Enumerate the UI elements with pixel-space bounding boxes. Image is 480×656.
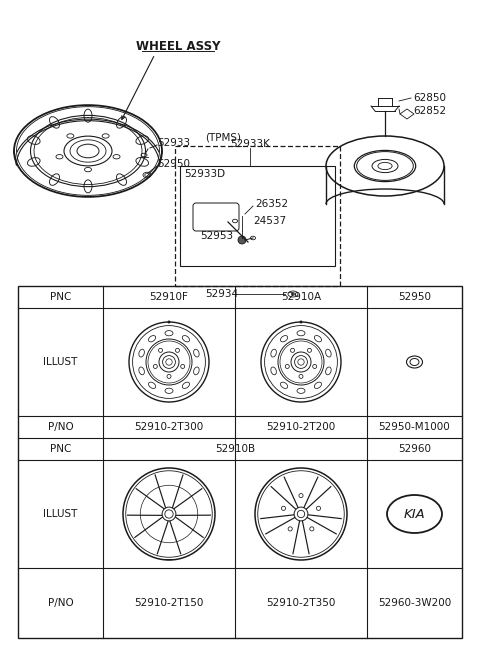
Text: 52933K: 52933K <box>230 139 270 149</box>
Text: 62852: 62852 <box>413 106 446 116</box>
Text: 52934: 52934 <box>205 289 238 299</box>
Text: WHEEL ASSY: WHEEL ASSY <box>136 39 220 52</box>
Text: 52910-2T150: 52910-2T150 <box>134 598 204 608</box>
Text: PNC: PNC <box>50 444 71 454</box>
Text: 52910-2T200: 52910-2T200 <box>266 422 336 432</box>
Text: 52950-M1000: 52950-M1000 <box>379 422 450 432</box>
Text: 52933D: 52933D <box>184 169 225 179</box>
Text: 52933: 52933 <box>157 138 190 148</box>
Text: 52910B: 52910B <box>215 444 255 454</box>
Text: 52910-2T350: 52910-2T350 <box>266 598 336 608</box>
Text: (TPMS): (TPMS) <box>205 133 241 143</box>
Text: 52953: 52953 <box>200 231 233 241</box>
Circle shape <box>168 321 170 323</box>
Text: 52910A: 52910A <box>281 292 321 302</box>
Bar <box>180 166 335 266</box>
Bar <box>175 146 340 286</box>
Text: 52910-2T300: 52910-2T300 <box>134 422 204 432</box>
Text: P/NO: P/NO <box>48 598 73 608</box>
Text: 24537: 24537 <box>253 216 286 226</box>
Circle shape <box>291 292 295 296</box>
Text: 26352: 26352 <box>255 199 288 209</box>
Text: KIA: KIA <box>404 508 425 520</box>
Text: PNC: PNC <box>50 292 71 302</box>
Bar <box>18 286 462 638</box>
Text: P/NO: P/NO <box>48 422 73 432</box>
Circle shape <box>300 321 302 323</box>
Text: 52950: 52950 <box>157 159 190 169</box>
Ellipse shape <box>297 510 305 518</box>
Text: 52960: 52960 <box>398 444 431 454</box>
Text: 52950: 52950 <box>398 292 431 302</box>
Text: ILLUST: ILLUST <box>43 357 78 367</box>
Text: 52910F: 52910F <box>150 292 189 302</box>
Text: 52960-3W200: 52960-3W200 <box>378 598 451 608</box>
Text: 62850: 62850 <box>413 93 446 103</box>
Text: ILLUST: ILLUST <box>43 509 78 519</box>
Circle shape <box>238 236 246 244</box>
